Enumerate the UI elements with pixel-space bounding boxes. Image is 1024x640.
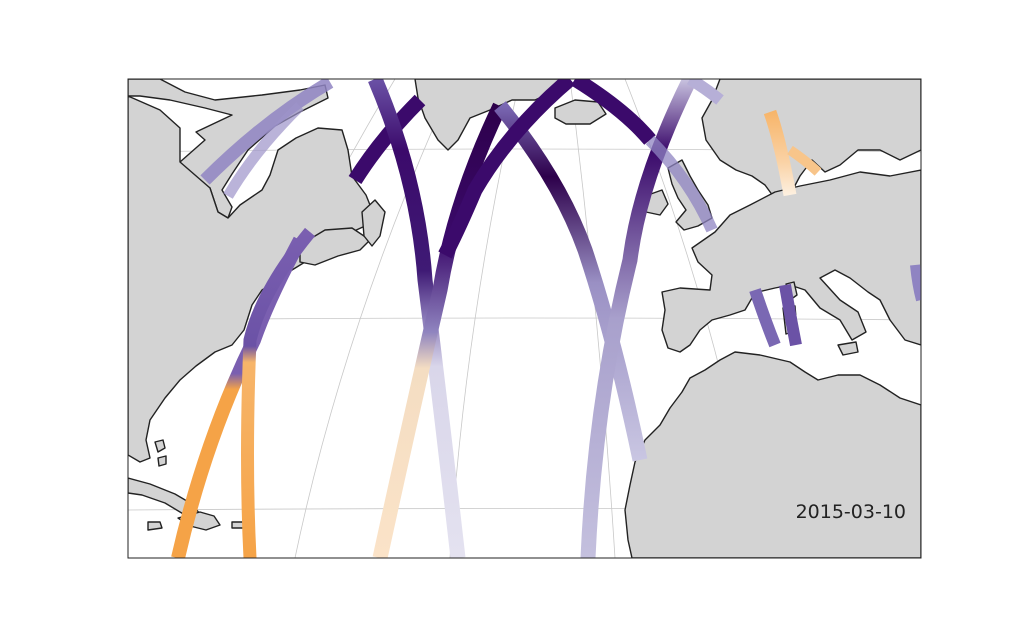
track-mid-atlantic-west	[368, 79, 466, 558]
newfoundland	[361, 199, 386, 247]
track-labrador-sea-crossing	[348, 94, 426, 184]
bahamas	[154, 439, 167, 467]
satellite-tracks	[171, 79, 921, 558]
track-iceland-south	[494, 101, 648, 462]
track-mediterranean-west	[749, 288, 781, 348]
europe-mainland	[661, 169, 921, 353]
date-label: 2015-03-10	[796, 501, 906, 523]
jamaica	[147, 521, 163, 531]
land-masses	[128, 79, 921, 558]
track-mid-atlantic-orange	[372, 102, 507, 558]
track-iceland-east	[571, 79, 656, 145]
nova-scotia	[299, 227, 371, 266]
track-sweden-branch	[787, 145, 822, 176]
africa-landmass	[624, 351, 921, 558]
track-greenland-sea	[686, 79, 724, 105]
track-iceland-cross	[438, 79, 575, 259]
track-labrador-diagonal	[223, 102, 304, 199]
iceland	[554, 99, 607, 125]
track-mediterranean-east	[779, 284, 802, 347]
track-irish-sea	[645, 135, 718, 233]
scandinavia	[701, 79, 921, 201]
track-sweden	[763, 109, 797, 197]
track-east-europe	[910, 264, 921, 302]
track-newfoundland-northeast	[200, 79, 334, 185]
sicily	[837, 341, 859, 356]
map-frame	[127, 78, 922, 559]
track-us-east-coast-east	[241, 227, 316, 558]
